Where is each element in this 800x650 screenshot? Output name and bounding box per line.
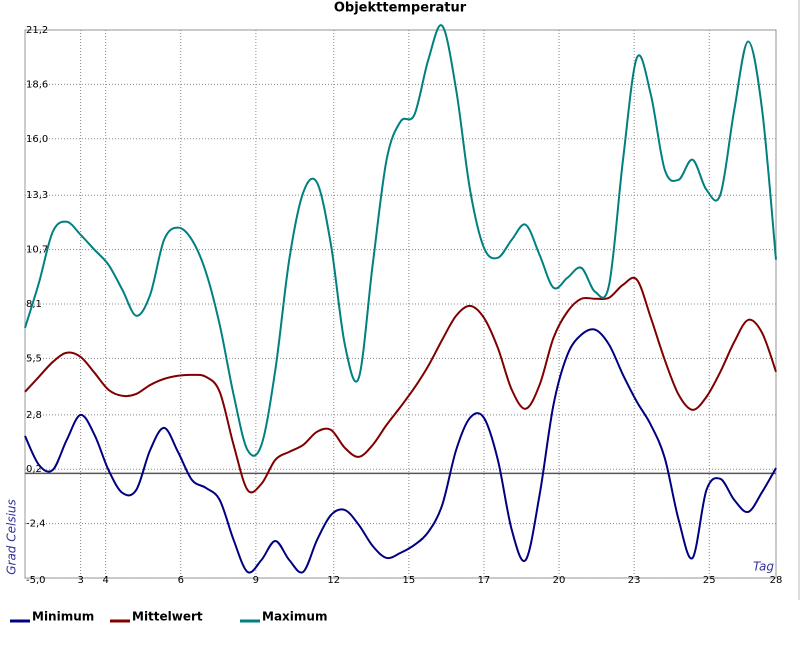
- y-tick-label: 13,3: [26, 190, 48, 201]
- y-tick-label: -2,4: [26, 519, 46, 530]
- y-tick-label: -5,0: [26, 575, 46, 586]
- x-tick-label: 4: [102, 575, 108, 586]
- y-tick-label: 10,7: [26, 245, 48, 256]
- line-series: [24, 24, 777, 457]
- x-tick-label: 28: [770, 575, 783, 586]
- x-tick-label: 20: [553, 575, 566, 586]
- y-tick-label: 2,8: [26, 410, 42, 421]
- y-tick-label: 5,5: [26, 353, 42, 364]
- x-tick-label: 6: [178, 575, 184, 586]
- line-series: [24, 328, 777, 574]
- x-tick-label: 15: [402, 575, 415, 586]
- legend-label: Maximum: [262, 610, 327, 624]
- x-tick-label: 17: [478, 575, 491, 586]
- line-series: [24, 276, 777, 494]
- chart-title: Objekttemperatur: [334, 1, 467, 16]
- x-tick-label: 25: [703, 575, 716, 586]
- x-axis-label: Tag: [753, 560, 774, 574]
- y-tick-label: 0,2: [26, 464, 42, 475]
- y-tick-label: 8,1: [26, 299, 42, 310]
- x-tick-label: 12: [327, 575, 340, 586]
- legend-label: Minimum: [32, 610, 94, 624]
- y-tick-label: 16,0: [26, 134, 48, 145]
- x-tick-label: 3: [77, 575, 83, 586]
- y-tick-label: 18,6: [26, 79, 48, 90]
- y-tick-label: 21,2: [26, 25, 48, 36]
- y-axis-label: Grad Celsius: [5, 499, 19, 575]
- legend-label: Mittelwert: [132, 610, 203, 624]
- x-tick-label: 9: [253, 575, 259, 586]
- x-tick-label: 23: [628, 575, 641, 586]
